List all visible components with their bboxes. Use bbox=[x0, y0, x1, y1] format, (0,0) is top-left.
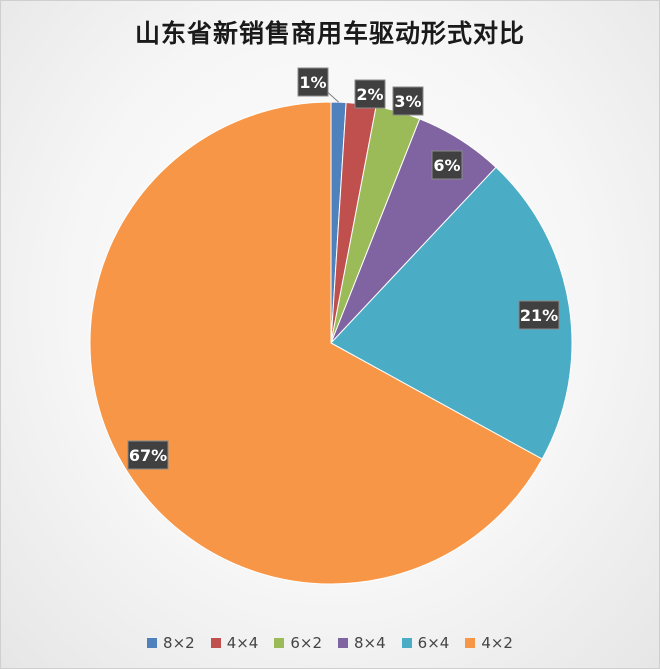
svg-text:2%: 2% bbox=[356, 85, 383, 104]
legend-item-8×2: 8×2 bbox=[147, 634, 195, 652]
data-label-8×2: 1% bbox=[297, 67, 329, 97]
svg-text:67%: 67% bbox=[129, 446, 167, 465]
legend: 8×2 4×4 6×2 8×4 6×4 4×2 bbox=[0, 634, 660, 652]
legend-label: 4×4 bbox=[226, 634, 259, 652]
data-label-4×2: 67% bbox=[127, 440, 169, 470]
legend-item-4×4: 4×4 bbox=[210, 634, 259, 652]
legend-label: 6×4 bbox=[417, 634, 450, 652]
data-label-6×4: 21% bbox=[518, 300, 560, 330]
svg-text:6%: 6% bbox=[433, 156, 460, 175]
legend-swatch bbox=[210, 638, 221, 648]
legend-item-8×4: 8×4 bbox=[338, 634, 386, 652]
legend-swatch bbox=[401, 638, 412, 648]
legend-item-6×4: 6×4 bbox=[401, 634, 450, 652]
svg-text:3%: 3% bbox=[394, 92, 421, 111]
legend-label: 8×4 bbox=[354, 634, 386, 652]
legend-label: 6×2 bbox=[290, 634, 322, 652]
legend-item-4×2: 4×2 bbox=[465, 634, 513, 652]
chart-title: 山东省新销售商用车驱动形式对比 bbox=[134, 19, 525, 48]
legend-swatch bbox=[274, 638, 285, 648]
legend-label: 8×2 bbox=[163, 634, 195, 652]
pie-slice-4×2 bbox=[89, 101, 543, 585]
pie-slice-6×4 bbox=[330, 166, 573, 460]
legend-label: 4×2 bbox=[481, 634, 513, 652]
data-label-6×2: 3% bbox=[392, 86, 424, 116]
data-label-4×4: 2% bbox=[354, 79, 386, 109]
svg-text:21%: 21% bbox=[520, 306, 558, 325]
svg-text:1%: 1% bbox=[299, 73, 326, 92]
legend-swatch bbox=[465, 638, 476, 648]
legend-swatch bbox=[147, 638, 158, 648]
legend-item-6×2: 6×2 bbox=[274, 634, 322, 652]
legend-swatch bbox=[338, 638, 348, 648]
data-label-8×4: 6% bbox=[431, 150, 463, 180]
